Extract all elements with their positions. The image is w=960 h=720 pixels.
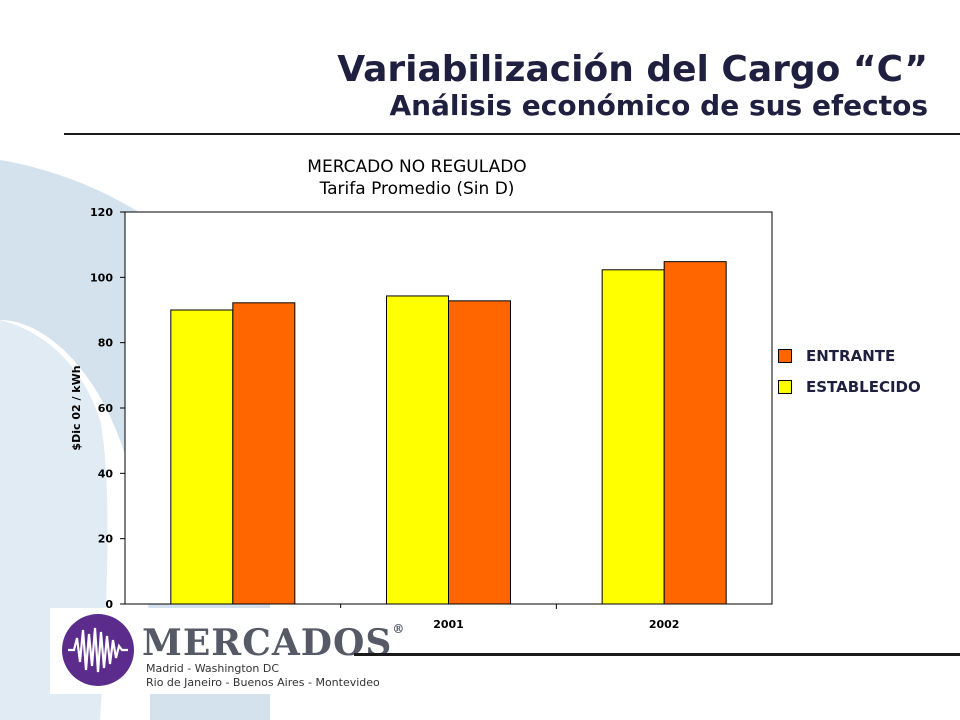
y-tick-label: 80 — [98, 337, 114, 350]
legend-swatch-entrante — [778, 349, 792, 363]
logo-cities-line-1: Madrid - Washington DC — [146, 662, 280, 675]
title-divider — [64, 133, 960, 135]
y-tick-label: 60 — [98, 402, 114, 415]
legend-label-entrante: ENTRANTE — [806, 347, 896, 365]
y-tick-label: 0 — [105, 598, 113, 611]
y-axis-label: $Dic 02 / kWh — [70, 365, 83, 450]
legend-item-establecido: ESTABLECIDO — [778, 377, 921, 397]
bar-entrante-2002 — [663, 261, 727, 605]
bar-establecido-2002 — [601, 269, 665, 605]
chart-subtitle: Tarifa Promedio (Sin D) — [319, 179, 515, 199]
x-tick-label: 2002 — [649, 618, 680, 631]
y-tick-label: 40 — [98, 467, 114, 480]
legend-label-establecido: ESTABLECIDO — [806, 378, 921, 396]
logo-wave-icon — [62, 614, 134, 686]
registered-mark: ® — [392, 622, 406, 636]
y-tick-label: 120 — [90, 206, 113, 219]
bar-establecido-2000 — [170, 309, 234, 605]
company-logo — [50, 608, 360, 694]
logo-wordmark: MERCADOS® — [142, 622, 406, 664]
bar-establecido-2001 — [386, 295, 449, 605]
legend-item-entrante: ENTRANTE — [778, 346, 921, 366]
legend-swatch-establecido — [778, 380, 792, 394]
slide-title: Variabilización del Cargo “C” — [337, 49, 928, 90]
footer-divider — [354, 653, 960, 656]
y-tick-label: 20 — [98, 533, 114, 546]
slide-title-block: Variabilización del Cargo “C” Análisis e… — [337, 50, 928, 122]
bar-entrante-2001 — [448, 300, 511, 605]
chart-legend: ENTRANTE ESTABLECIDO — [778, 346, 921, 408]
y-tick-label: 100 — [90, 271, 113, 284]
chart-title: MERCADO NO REGULADO — [307, 157, 526, 177]
bar-entrante-2000 — [232, 302, 296, 605]
slide-subtitle: Análisis económico de sus efectos — [389, 89, 928, 122]
logo-cities-line-2: Rio de Janeiro - Buenos Aires - Montevid… — [146, 676, 380, 689]
x-tick-label: 2001 — [433, 618, 464, 631]
